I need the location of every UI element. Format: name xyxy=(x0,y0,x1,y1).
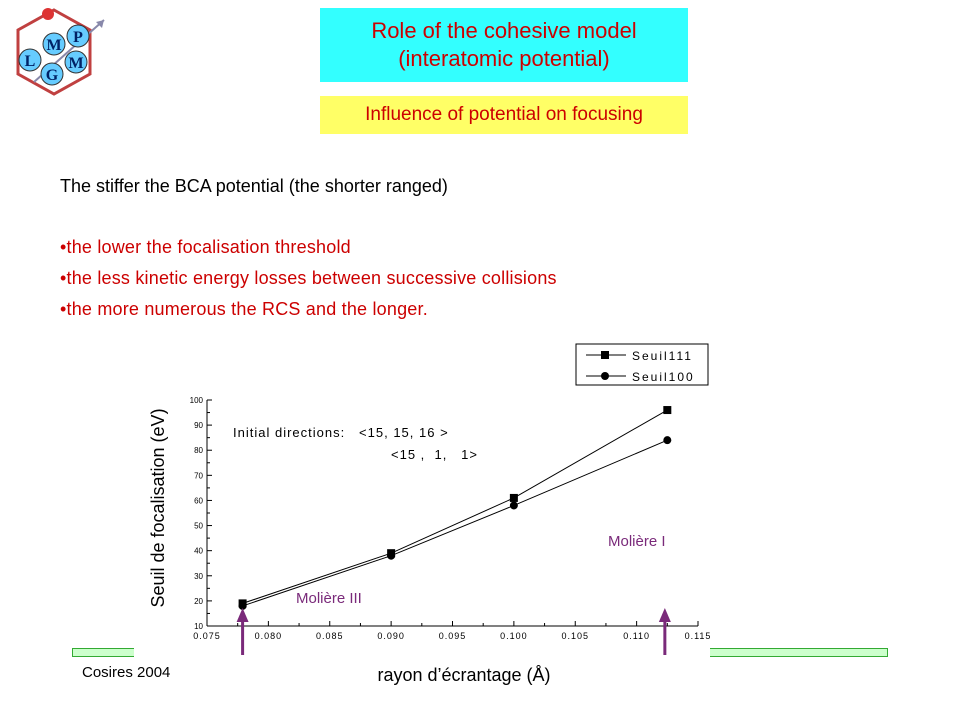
x-tick-label: 0.095 xyxy=(439,631,467,641)
y-tick-label: 90 xyxy=(194,421,203,430)
x-tick-label: 0.085 xyxy=(316,631,344,641)
y-tick-label: 60 xyxy=(194,496,203,505)
legend-marker-square xyxy=(601,351,609,359)
chart-legend xyxy=(575,343,709,386)
moliere-label: Molière I xyxy=(608,533,666,550)
legend-label-seuil100: Seuil100 xyxy=(632,370,695,384)
x-tick-label: 0.100 xyxy=(500,631,528,641)
data-point-seuil111 xyxy=(663,406,672,415)
bullet-item: •the less kinetic energy losses between … xyxy=(60,268,557,288)
x-axis-label: rayon d’écrantage (Å) xyxy=(377,665,550,685)
logo-circle-m1 xyxy=(42,32,66,56)
legend-marker-circle xyxy=(601,372,609,380)
logo-hexagon xyxy=(16,8,92,96)
y-tick-label: 10 xyxy=(194,622,203,631)
x-tick-label: 0.105 xyxy=(561,631,589,641)
x-tick-label: 0.110 xyxy=(623,631,650,641)
y-axis-label: Seuil de focalisation (eV) xyxy=(148,408,168,607)
data-point-seuil100 xyxy=(663,436,672,445)
logo-letter-g: G xyxy=(46,67,59,84)
intro-text: The stiffer the BCA potential (the short… xyxy=(60,176,448,196)
series-line-seuil100 xyxy=(242,439,668,607)
y-tick-label: 20 xyxy=(194,597,203,606)
y-tick-label: 50 xyxy=(194,522,203,531)
bullet-list: •the lower the focalisation threshold •t… xyxy=(60,232,557,325)
footer-conference: Cosires 2004 xyxy=(82,664,171,681)
slide-title-line1: Role of the cohesive model xyxy=(371,18,637,43)
y-tick-label: 80 xyxy=(194,446,203,455)
x-tick-label: 0.080 xyxy=(255,631,283,641)
bullet-item: •the more numerous the RCS and the longe… xyxy=(60,299,428,319)
slide-title-line2: (interatomic potential) xyxy=(398,46,610,71)
x-tick-label: 0.075 xyxy=(193,631,221,641)
logo-letter-p: P xyxy=(73,29,83,46)
slide-title: Role of the cohesive model (interatomic … xyxy=(320,8,688,82)
initial-directions-line2: <15 , 1, 1> xyxy=(391,447,478,462)
logo-red-dot xyxy=(42,8,54,20)
x-tick-label: 0.090 xyxy=(377,631,405,641)
chart-background xyxy=(134,385,710,660)
data-point-seuil100 xyxy=(238,601,247,610)
data-point-seuil100 xyxy=(509,501,518,510)
logo-letter-l: L xyxy=(25,53,36,70)
up-arrow-icon xyxy=(658,608,671,622)
logo-letter-m2: M xyxy=(68,55,83,72)
legend-label-seuil111: Seuil111 xyxy=(632,349,693,363)
data-point-seuil100 xyxy=(387,551,396,560)
logo-arrowhead-icon xyxy=(96,20,104,28)
logo-circle-g xyxy=(40,62,64,86)
moliere-label: Molière III xyxy=(296,590,362,607)
slide-subtitle: Influence of potential on focusing xyxy=(320,96,688,134)
y-tick-label: 100 xyxy=(190,396,204,405)
series-line-seuil111 xyxy=(242,409,668,604)
initial-directions-line1: Initial directions: <15, 15, 16 > xyxy=(233,425,449,440)
x-tick-label: 0.115 xyxy=(685,631,712,641)
logo-letter-m1: M xyxy=(46,37,61,54)
up-arrow-icon xyxy=(236,608,249,622)
bullet-item: •the lower the focalisation threshold xyxy=(60,237,351,257)
y-tick-label: 40 xyxy=(194,547,203,556)
y-tick-label: 30 xyxy=(194,572,203,581)
logo-circle-m2 xyxy=(64,50,88,74)
lmgpm-logo: M P L M G xyxy=(16,8,105,96)
data-point-seuil111 xyxy=(509,493,518,502)
logo-circle-l xyxy=(18,48,42,72)
y-tick-label: 70 xyxy=(194,471,203,480)
logo-circle-p xyxy=(66,24,90,48)
